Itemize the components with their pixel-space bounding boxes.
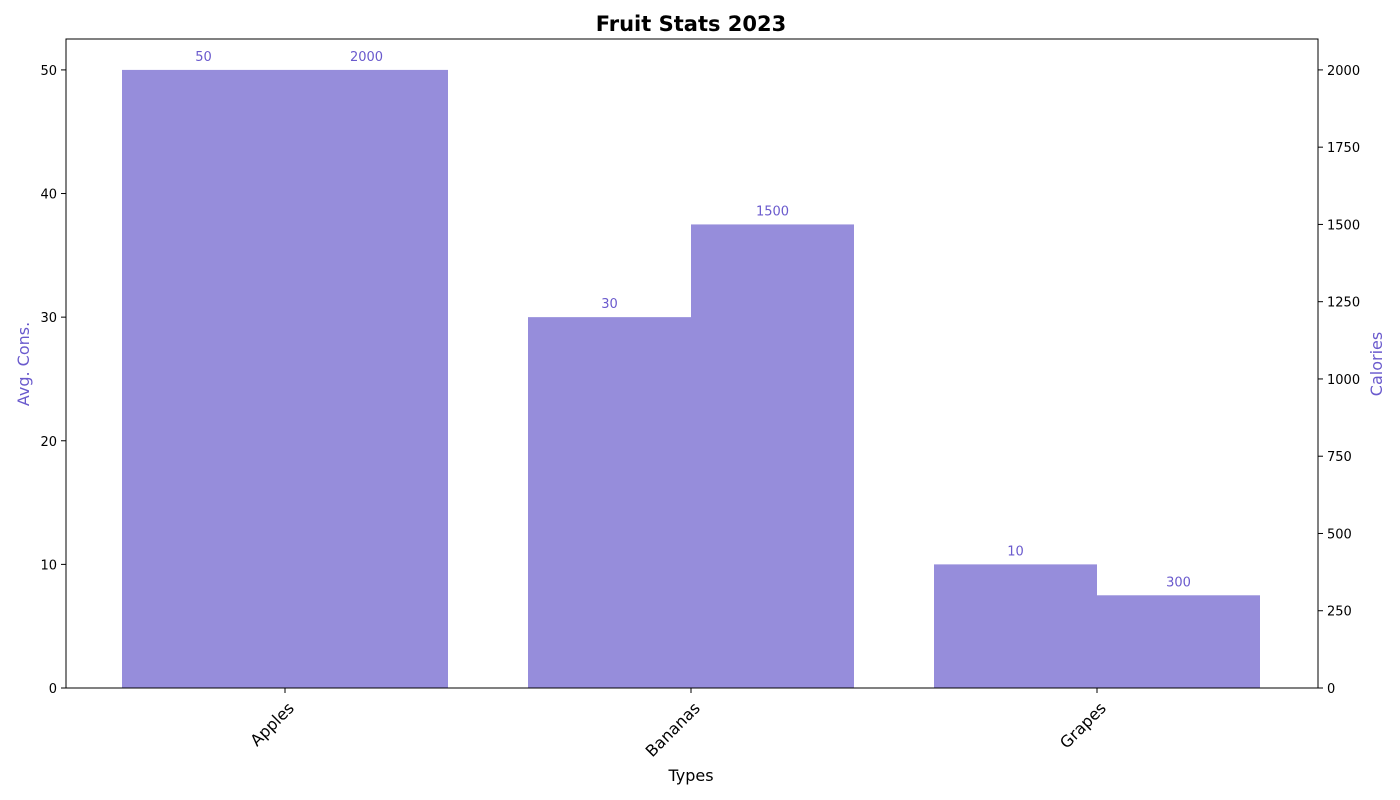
- y-right-tick-label: 2000: [1327, 64, 1360, 79]
- x-tick-label: Grapes: [1056, 698, 1110, 752]
- x-tick-label: Bananas: [642, 698, 704, 760]
- y-left-tick-label: 10: [40, 558, 57, 573]
- y-right-tick-label: 1750: [1327, 141, 1360, 156]
- y-right-tick-label: 1250: [1327, 296, 1360, 311]
- x-tick-label: Apples: [246, 698, 298, 750]
- y-axis-right-title: Calories: [1367, 332, 1386, 396]
- data-labels-group: 50 2000 30 1500 10 300: [195, 50, 1191, 590]
- y-right-tick-label: 1000: [1327, 373, 1360, 388]
- bar-apples-avg-cons: [122, 69, 285, 688]
- y-left-tick-label: 0: [49, 682, 57, 697]
- bar-bananas-avg-cons: [528, 317, 691, 688]
- y-right-tick-label: 250: [1327, 605, 1352, 620]
- data-label: 10: [1007, 544, 1024, 559]
- y-axis-left-title: Avg. Cons.: [14, 322, 33, 406]
- data-label: 30: [601, 297, 618, 312]
- y-left-tick-label: 40: [40, 188, 57, 203]
- y-right-tick-label: 500: [1327, 527, 1352, 542]
- bar-grapes-calories: [1097, 595, 1260, 688]
- bar-apples-calories: [285, 69, 448, 688]
- data-label: 50: [195, 50, 212, 65]
- y-right-tick-label: 1500: [1327, 218, 1360, 233]
- bar-bananas-calories: [691, 224, 854, 688]
- data-label: 2000: [350, 50, 383, 65]
- data-label: 1500: [756, 204, 789, 219]
- x-axis-title: Types: [667, 766, 713, 785]
- plot-frame: [65, 38, 1319, 689]
- data-label: 300: [1166, 575, 1191, 590]
- chart-title: Fruit Stats 2023: [596, 12, 787, 36]
- bars-group: [122, 69, 1260, 688]
- y-left-tick-label: 50: [40, 64, 57, 79]
- x-axis: Apples Bananas Grapes: [246, 688, 1110, 761]
- y-right-tick-label: 0: [1327, 682, 1335, 697]
- y-left-tick-label: 30: [40, 311, 57, 326]
- bar-grapes-avg-cons: [934, 564, 1097, 688]
- y-left-tick-label: 20: [40, 435, 57, 450]
- y-right-tick-label: 750: [1327, 450, 1352, 465]
- y-axis-left: 0 10 20 30 40 50: [40, 64, 66, 697]
- y-axis-right: 0 250 500 750 1000 1250 1500 1750 2000: [1318, 64, 1360, 697]
